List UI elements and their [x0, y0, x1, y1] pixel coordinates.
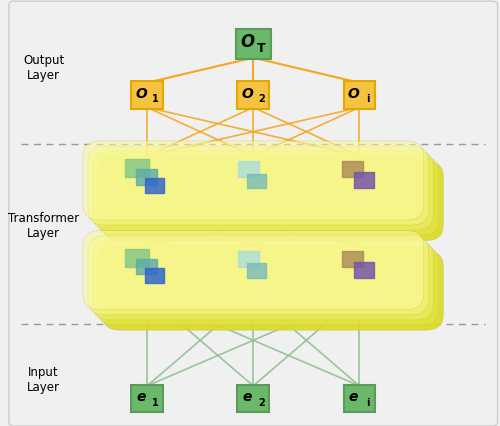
FancyBboxPatch shape [238, 82, 269, 109]
FancyBboxPatch shape [83, 141, 423, 221]
Bar [125, 249, 148, 267]
Text: 2: 2 [258, 397, 265, 407]
FancyBboxPatch shape [93, 241, 434, 320]
FancyBboxPatch shape [236, 29, 271, 60]
Bar [247, 174, 266, 189]
Text: O: O [240, 33, 254, 51]
Text: O: O [348, 86, 360, 100]
Bar [144, 268, 165, 283]
Text: 1: 1 [152, 397, 159, 407]
Text: 2: 2 [258, 94, 265, 104]
FancyBboxPatch shape [102, 251, 443, 331]
Bar [238, 251, 259, 267]
Text: O: O [242, 86, 253, 100]
Text: i: i [366, 94, 370, 104]
FancyBboxPatch shape [344, 82, 375, 109]
FancyBboxPatch shape [9, 2, 498, 426]
FancyBboxPatch shape [238, 385, 269, 412]
Bar [125, 160, 148, 178]
Bar [342, 161, 363, 178]
Bar [144, 179, 165, 194]
Text: e: e [348, 389, 358, 403]
Text: Transformer
Layer: Transformer Layer [8, 212, 79, 240]
Bar [136, 170, 156, 185]
Bar [342, 251, 363, 267]
Bar [136, 259, 156, 275]
Text: O: O [136, 86, 147, 100]
FancyBboxPatch shape [102, 162, 443, 241]
Text: i: i [366, 397, 370, 407]
FancyBboxPatch shape [132, 385, 163, 412]
FancyBboxPatch shape [88, 147, 428, 226]
FancyBboxPatch shape [88, 236, 428, 315]
Bar [354, 262, 374, 278]
FancyBboxPatch shape [83, 231, 423, 310]
Text: e: e [136, 389, 146, 403]
FancyBboxPatch shape [98, 246, 438, 325]
Text: T: T [258, 42, 266, 55]
FancyBboxPatch shape [132, 82, 163, 109]
Text: e: e [242, 389, 252, 403]
Bar [354, 173, 374, 189]
Bar [238, 161, 259, 178]
FancyBboxPatch shape [344, 385, 375, 412]
FancyBboxPatch shape [93, 152, 434, 231]
Text: 1: 1 [152, 94, 159, 104]
Text: Output
Layer: Output Layer [23, 54, 64, 82]
Bar [247, 264, 266, 278]
FancyBboxPatch shape [98, 157, 438, 236]
Text: Input
Layer: Input Layer [27, 365, 60, 393]
